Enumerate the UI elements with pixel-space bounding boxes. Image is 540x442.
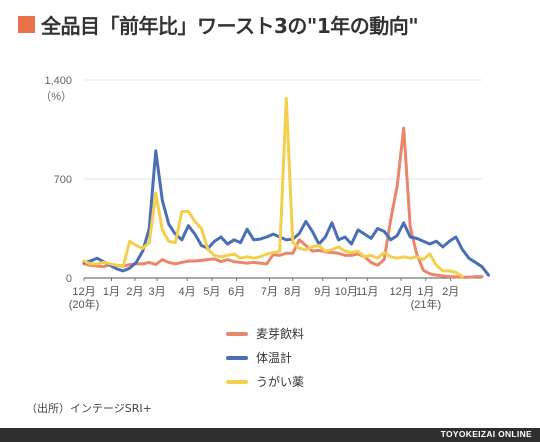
footer-bar: TOYOKEIZAI ONLINE [0, 428, 540, 442]
x-tick-label: 9月 [314, 286, 331, 298]
x-tick-label: 3月 [149, 286, 166, 298]
x-tick-label: 2月 [442, 286, 459, 298]
title-marker-square [18, 16, 35, 33]
x-tick-label: 5月 [203, 286, 220, 298]
footer-brand: TOYOKEIZAI ONLINE [440, 429, 532, 439]
chart-title-area: 全品目「前年比」ワースト3の"1年の動向" [18, 10, 419, 39]
x-tick-label: 10月 [335, 286, 358, 298]
series-line-3 [82, 96, 464, 279]
legend-label: うがい薬 [256, 374, 304, 389]
x-tick-label: 4月 [179, 286, 196, 298]
x-tick-label: 1月 [417, 286, 434, 298]
x-tick-label: 12月 [72, 286, 95, 298]
x-tick-sublabel: (20年) [69, 297, 100, 311]
chart-title: 全品目「前年比」ワースト3の"1年の動向" [41, 14, 419, 38]
series-line-2 [82, 149, 491, 277]
y-tick-label: 700 [54, 174, 72, 186]
series-line-1 [82, 126, 484, 279]
x-tick-label: 11月 [356, 286, 378, 298]
legend-label: 麦芽飲料 [256, 326, 304, 341]
x-tick-label: 6月 [228, 286, 245, 298]
x-tick-label: 12月 [389, 286, 412, 298]
x-tick-label: 2月 [126, 286, 143, 298]
x-tick-label: 1月 [103, 286, 120, 298]
y-unit-label: （%） [40, 90, 72, 103]
y-tick-label: 1,400 [44, 75, 72, 87]
y-tick-label: 0 [66, 273, 72, 285]
x-tick-sublabel: (21年) [411, 297, 442, 311]
x-tick-label: 7月 [261, 286, 278, 298]
x-tick-label: 8月 [284, 286, 301, 298]
legend-label: 体温計 [256, 350, 292, 365]
source-note: （出所）インテージSRI+ [26, 402, 152, 415]
